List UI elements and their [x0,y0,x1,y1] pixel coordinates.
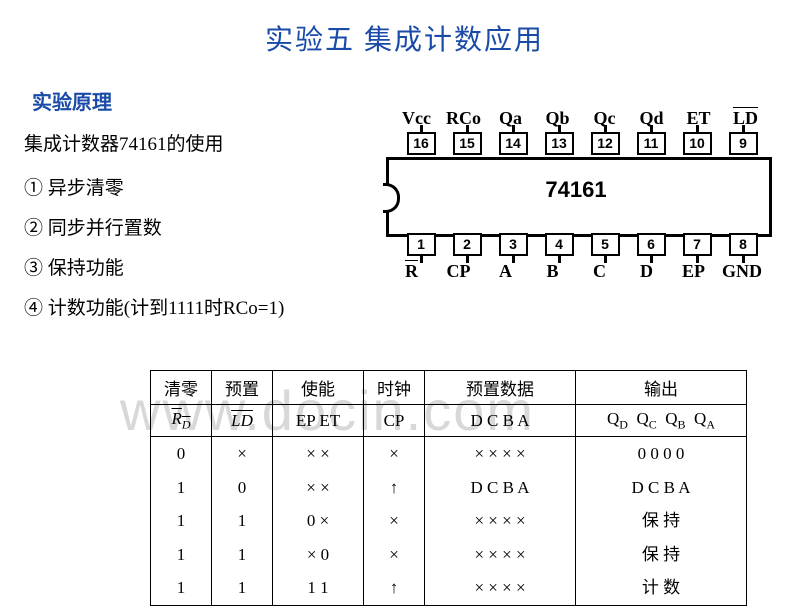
pin-label: A [482,261,529,282]
cell: 1 [151,538,212,572]
th-enable: 使能 [273,371,364,405]
cell: 保 持 [576,504,747,538]
cell: 1 [212,571,273,605]
pin-label: GND [717,261,767,282]
table-row: 1 0 × × ↑ D C B A D C B A [151,471,747,505]
cell: 0 × [273,504,364,538]
cell: ↑ [364,471,425,505]
pin-box: 16 [407,132,436,155]
pin-box: 9 [729,132,758,155]
cell: × × × × [425,504,576,538]
cell: × × × × [425,437,576,471]
pin-label: C [576,261,623,282]
truth-table: 清零 预置 使能 时钟 预置数据 输出 RD LD EP ET CP D C B… [150,370,747,606]
cell: 1 [212,504,273,538]
cell: × × [273,471,364,505]
th-rd: RD [151,405,212,437]
cell: 1 [151,471,212,505]
pin-box: 8 [729,233,758,256]
pin-row-bottom: 1 2 3 4 5 6 7 8 [398,233,766,256]
pin-box: 5 [591,233,620,256]
cell: ↑ [364,571,425,605]
cell: × × × × [425,571,576,605]
table-row: 1 1 × 0 × × × × × 保 持 [151,538,747,572]
pin-label: Vcc [393,108,440,129]
th-clock: 时钟 [364,371,425,405]
cell: × [212,437,273,471]
cell: 1 [151,504,212,538]
cell: 计 数 [576,571,747,605]
cell: 0 0 0 0 [576,437,747,471]
chip-body: 16 15 14 13 12 11 10 9 74161 1 2 3 4 5 6… [386,129,768,259]
pin-label: LD [722,108,769,129]
th-ld: LD [212,405,273,437]
pin-label: ET [675,108,722,129]
pin-label: Qa [487,108,534,129]
cell: 保 持 [576,538,747,572]
pin-label: RCo [440,108,487,129]
cell: × × [273,437,364,471]
table-row: 0 × × × × × × × × 0 0 0 0 [151,437,747,471]
chip-bottom-labels: R CP A B C D EP GND [388,261,788,282]
chip-diagram: Vcc RCo Qa Qb Qc Qd ET LD 16 15 14 13 12… [378,108,788,282]
pin-label: D [623,261,670,282]
th-cp: CP [364,405,425,437]
pin-box: 6 [637,233,666,256]
cell: 0 [212,471,273,505]
pin-box: 3 [499,233,528,256]
th-q: QD QC QB QA [576,405,747,437]
cell: 1 1 [273,571,364,605]
th-dcba: D C B A [425,405,576,437]
table-subheader-row: RD LD EP ET CP D C B A QD QC QB QA [151,405,747,437]
pin-box: 4 [545,233,574,256]
cell: 0 [151,437,212,471]
cell: 1 [151,571,212,605]
cell: 1 [212,538,273,572]
cell: × [364,538,425,572]
pin-box: 14 [499,132,528,155]
table-body: 0 × × × × × × × × 0 0 0 0 1 0 × × ↑ D C … [151,437,747,606]
th-clear: 清零 [151,371,212,405]
cell: × [364,437,425,471]
pin-label: B [529,261,576,282]
pin-label: CP [435,261,482,282]
table-row: 1 1 0 × × × × × × 保 持 [151,504,747,538]
th-epet: EP ET [273,405,364,437]
pin-box: 12 [591,132,620,155]
pin-box: 11 [637,132,666,155]
page-title: 实验五 集成计数应用 [0,0,809,58]
pin-label: R [388,261,435,282]
cell: × × × × [425,538,576,572]
cell: D C B A [576,471,747,505]
pin-box: 7 [683,233,712,256]
cell: × 0 [273,538,364,572]
pin-box: 2 [453,233,482,256]
th-preset: 预置 [212,371,273,405]
pin-label: EP [670,261,717,282]
pin-box: 10 [683,132,712,155]
pin-box: 15 [453,132,482,155]
feature-item: ④ 计数功能(计到1111时RCo=1) [24,290,809,328]
cell: D C B A [425,471,576,505]
table-header-row: 清零 预置 使能 时钟 预置数据 输出 [151,371,747,405]
chip-top-labels: Vcc RCo Qa Qb Qc Qd ET LD [393,108,788,129]
pin-box: 13 [545,132,574,155]
pin-row-top: 16 15 14 13 12 11 10 9 [398,132,766,155]
table-row: 1 1 1 1 ↑ × × × × 计 数 [151,571,747,605]
cell: × [364,504,425,538]
th-out: 输出 [576,371,747,405]
chip-name: 74161 [386,177,766,203]
th-data: 预置数据 [425,371,576,405]
pin-box: 1 [407,233,436,256]
